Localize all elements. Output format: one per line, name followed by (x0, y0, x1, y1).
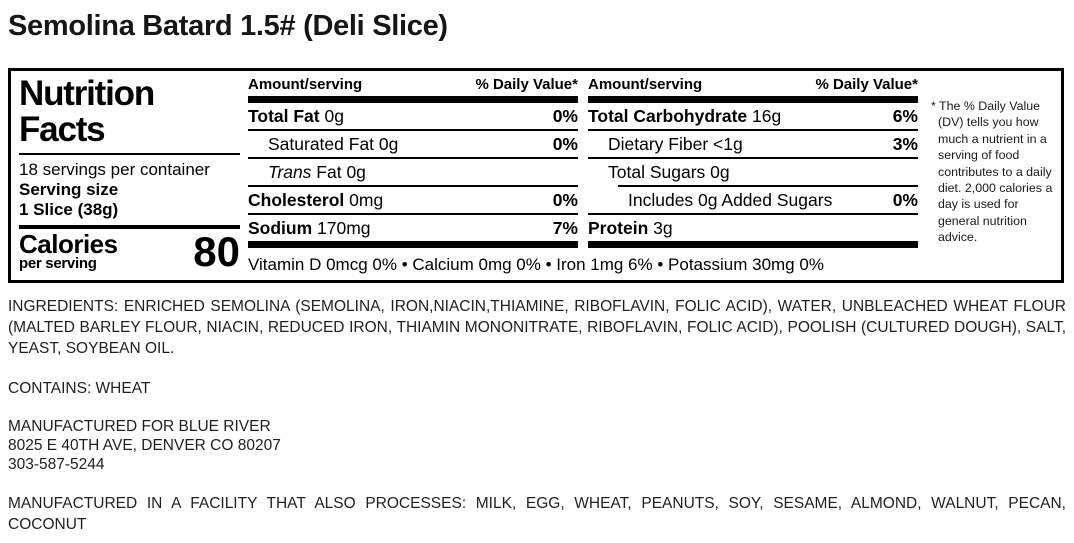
nutrient-amount: 0g (319, 105, 344, 126)
nutrition-facts-panel: Nutrition Facts 18 servings per containe… (8, 68, 1064, 283)
nutrient-row-saturated-fat: Saturated Fat 0g 0% (248, 131, 578, 157)
thick-divider (248, 96, 578, 103)
manufacturer-name: MANUFACTURED FOR BLUE RIVER (8, 418, 271, 435)
calories-row: Calories per serving 80 (19, 228, 240, 275)
contains-statement: CONTAINS: WHEAT (8, 380, 151, 397)
nutrient-column-carbs: Amount/serving % Daily Value* Total Carb… (588, 76, 918, 248)
nutrient-row-trans-fat: Trans Fat 0g (248, 159, 578, 185)
calories-label-block: Calories per serving (19, 229, 118, 272)
nutrient-name: Protein (588, 217, 649, 238)
servings-per-container: 18 servings per container (19, 160, 210, 179)
divider (19, 153, 240, 155)
nutrient-row-total-fat: Total Fat 0g 0% (248, 103, 578, 129)
daily-value-footnote-text: * The % Daily Value (DV) tells you how m… (931, 99, 1053, 245)
divider-indented (618, 185, 918, 187)
nutrient-daily-value: 7% (552, 217, 578, 238)
column-header-amount: Amount/serving (588, 76, 703, 93)
nutrient-column-fats: Amount/serving % Daily Value* Total Fat … (248, 76, 578, 248)
nutrient-amount: 3g (648, 217, 673, 238)
nutrition-facts-center: Amount/serving % Daily Value* Total Fat … (248, 71, 918, 280)
nutrition-facts-left-column: Nutrition Facts 18 servings per containe… (11, 71, 248, 280)
divider (248, 213, 578, 215)
nutrient-row-sodium: Sodium 170mg 7% (248, 215, 578, 241)
nutrient-name: Total Carbohydrate (588, 105, 748, 126)
divider (248, 157, 578, 159)
nutrient-amount: 170mg (312, 217, 371, 238)
calories-label: Calories (19, 229, 118, 259)
nutrient-daily-value: 0% (552, 105, 578, 126)
nutrient-name-italic: Trans (268, 161, 312, 182)
calories-sublabel: per serving (19, 255, 97, 272)
nutrient-row-dietary-fiber: Dietary Fiber <1g 3% (588, 131, 918, 157)
thick-divider (588, 241, 918, 248)
page-title: Semolina Batard 1.5# (Deli Slice) (8, 10, 448, 42)
nutrient-amount: 16g (747, 105, 782, 126)
thick-divider (588, 96, 918, 103)
facility-allergen-statement: MANUFACTURED IN A FACILITY THAT ALSO PRO… (8, 495, 1066, 533)
nutrient-amount: Fat 0g (311, 161, 366, 182)
nutrient-name: Includes 0g Added Sugars (628, 189, 833, 210)
serving-size-value: 1 Slice (38g) (19, 200, 119, 219)
micronutrients-line: Vitamin D 0mcg 0% • Calcium 0mg 0% • Iro… (248, 255, 824, 274)
nutrition-facts-heading-line2: Facts (19, 110, 106, 149)
column-header-daily-value: % Daily Value* (475, 76, 578, 93)
divider (248, 185, 578, 187)
divider (588, 157, 918, 159)
column-header-amount: Amount/serving (248, 76, 363, 93)
ingredients-paragraph: INGREDIENTS: ENRICHED SEMOLINA (SEMOLINA… (8, 298, 1066, 357)
nutrition-facts-heading-line1: Nutrition (19, 74, 155, 113)
manufacturer-phone: 303-587-5244 (8, 456, 105, 473)
divider (19, 225, 240, 229)
serving-size-label: Serving size (19, 180, 119, 199)
manufacturer-address: 8025 E 40TH AVE, DENVER CO 80207 (8, 437, 281, 454)
nutrient-row-total-carbohydrate: Total Carbohydrate 16g 6% (588, 103, 918, 129)
divider (588, 129, 918, 131)
column-header: Amount/serving % Daily Value* (248, 76, 578, 96)
calories-value: 80 (193, 228, 240, 275)
label-text-sections: INGREDIENTS: ENRICHED SEMOLINA (SEMOLINA… (8, 296, 1066, 535)
manufacturer-block: MANUFACTURED FOR BLUE RIVER 8025 E 40TH … (8, 417, 1066, 474)
nutrient-daily-value: 0% (552, 133, 578, 154)
nutrient-name: Total Sugars 0g (608, 161, 730, 182)
daily-value-footnote: * The % Daily Value (DV) tells you how m… (918, 71, 1061, 280)
nutrient-name: Cholesterol (248, 189, 345, 210)
divider (588, 213, 918, 215)
nutrient-name: Dietary Fiber <1g (608, 133, 743, 154)
nutrient-name: Saturated Fat 0g (268, 133, 399, 154)
nutrient-row-total-sugars: Total Sugars 0g (588, 159, 918, 185)
nutrient-daily-value: 3% (892, 133, 918, 154)
thick-divider (248, 241, 578, 248)
nutrient-name: Sodium (248, 217, 313, 238)
nutrient-row-added-sugars: Includes 0g Added Sugars 0% (588, 187, 918, 213)
nutrient-daily-value: 0% (552, 189, 578, 210)
nutrient-amount: 0mg (344, 189, 384, 210)
nutrient-daily-value: 6% (892, 105, 918, 126)
divider (248, 129, 578, 131)
nutrient-row-protein: Protein 3g (588, 215, 918, 241)
column-header-daily-value: % Daily Value* (815, 76, 918, 93)
column-header: Amount/serving % Daily Value* (588, 76, 918, 96)
nutrient-daily-value: 0% (892, 189, 918, 210)
nutrient-name: Total Fat (248, 105, 320, 126)
nutrient-columns: Amount/serving % Daily Value* Total Fat … (248, 76, 918, 248)
nutrient-row-cholesterol: Cholesterol 0mg 0% (248, 187, 578, 213)
nutrition-facts-heading: Nutrition Facts (19, 76, 240, 148)
